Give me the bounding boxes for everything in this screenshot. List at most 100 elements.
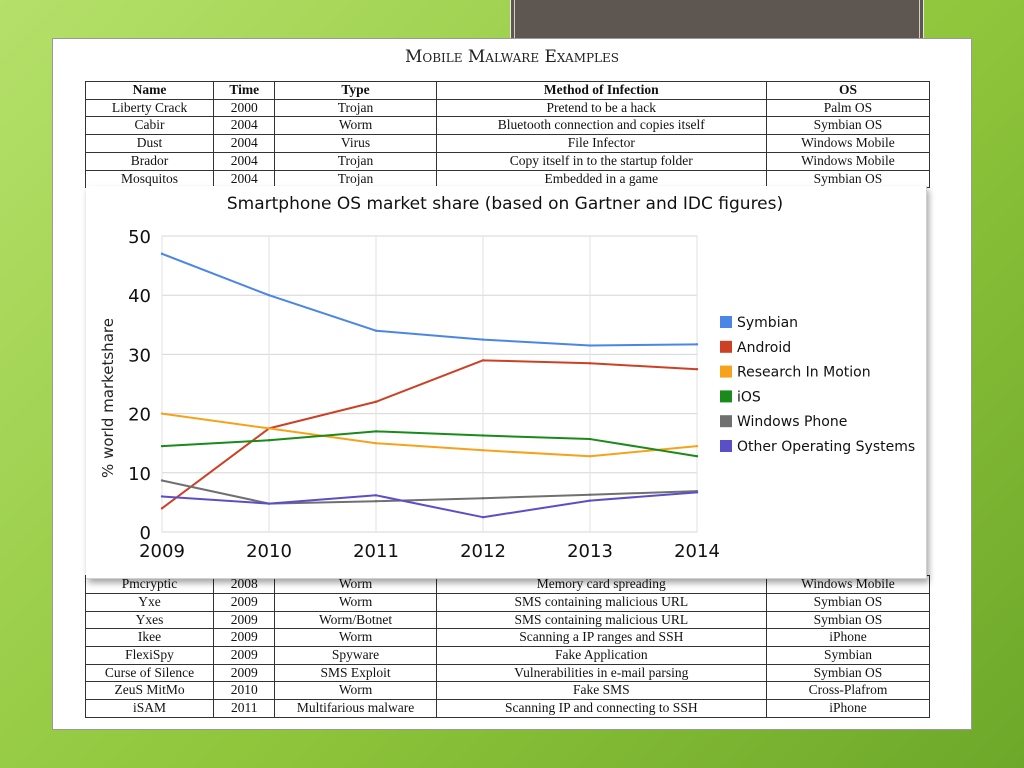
cell-method: Scanning a IP ranges and SSH — [435, 628, 767, 648]
y-tick-label: 30 — [128, 345, 151, 366]
data-point — [588, 455, 592, 458]
cell-name: FlexiSpy — [84, 646, 215, 665]
data-point — [374, 430, 378, 433]
data-point — [267, 439, 271, 442]
cell-os: Symbian OS — [765, 663, 931, 683]
data-point — [374, 400, 378, 403]
cell-os: Windows Mobile — [765, 134, 931, 153]
cell-method: Fake SMS — [435, 681, 767, 701]
y-tick-label: 40 — [128, 286, 151, 307]
cell-name: Yxes — [84, 610, 215, 630]
data-point — [374, 500, 378, 503]
table-row: Yxe 2009 Worm SMS containing malicious URL S… — [84, 592, 931, 612]
cell-type: Worm — [274, 116, 437, 136]
cell-time: 2009 — [213, 610, 276, 630]
table-row: Yxes 2009 Worm/Botnet SMS containing malici… — [84, 610, 931, 630]
table-row: Dust 2004 Virus File Infector Windows Mobile — [84, 134, 931, 153]
cell-time: 2004 — [213, 151, 276, 171]
cell-name: Liberty Crack — [84, 98, 215, 118]
data-point — [588, 493, 592, 496]
cell-type: Virus — [274, 134, 437, 153]
x-tick-label: 2013 — [567, 541, 613, 562]
cell-name: ZeuS MitMo — [84, 681, 215, 701]
data-point — [588, 344, 592, 347]
y-tick-label: 0 — [140, 523, 151, 544]
cell-type: Worm — [274, 628, 437, 648]
cell-method: Vulnerabilities in e-mail parsing — [435, 663, 767, 683]
cell-time: 2009 — [213, 663, 276, 683]
data-point — [588, 499, 592, 502]
data-point — [588, 437, 592, 441]
cell-time: 2009 — [213, 592, 276, 612]
cell-method: Pretend to be a hack — [435, 98, 767, 118]
cell-os: Palm OS — [765, 98, 931, 118]
cell-time: 2004 — [213, 116, 276, 136]
header-method: Method of Infection — [435, 81, 767, 100]
legend-swatch — [720, 440, 732, 452]
series-line-other-operating-systems — [161, 491, 698, 519]
cell-name: iSAM — [84, 699, 215, 718]
data-point — [695, 491, 699, 494]
data-point — [374, 329, 378, 332]
chart-title: Smartphone OS market share (based on Gar… — [227, 194, 783, 214]
cell-os: Symbian OS — [765, 592, 931, 612]
x-tick-label: 2010 — [246, 541, 292, 562]
header-type: Type — [274, 81, 437, 100]
cell-method: Fake Application — [435, 646, 767, 665]
top-decoration-box — [510, 0, 924, 44]
market-share-chart: Smartphone OS market share (based on Gar… — [86, 186, 927, 579]
cell-type: Spyware — [274, 646, 437, 665]
cell-method: Embedded in a game — [435, 169, 767, 189]
y-axis-label: % world marketshare — [99, 318, 117, 478]
legend-swatch — [720, 390, 732, 403]
plot-area — [161, 235, 698, 533]
cell-time: 2004 — [213, 169, 276, 189]
data-point — [695, 444, 699, 448]
cell-os: Symbian OS — [765, 610, 931, 630]
cell-os: iPhone — [765, 699, 931, 718]
cell-os: Symbian OS — [765, 116, 931, 136]
data-point — [267, 294, 271, 297]
cell-method: SMS containing malicious URL — [435, 610, 767, 630]
cell-os: Cross-Plafrom — [765, 681, 931, 701]
top-decoration-frame — [514, 0, 920, 40]
y-tick-label: 10 — [128, 464, 151, 485]
header-time: Time — [213, 81, 276, 100]
data-point — [481, 516, 485, 519]
legend-swatch — [720, 415, 732, 428]
data-point — [374, 494, 378, 497]
data-point — [267, 502, 271, 505]
header-os: OS — [765, 81, 931, 100]
cell-time: 2010 — [213, 681, 276, 701]
cell-name: Ikee — [84, 628, 215, 648]
table-row: Mosquitos 2004 Trojan Embedded in a game Sym… — [84, 169, 931, 189]
cell-type: Multifarious malware — [274, 699, 437, 718]
legend-label: Windows Phone — [737, 414, 847, 430]
cell-type: SMS Exploit — [274, 663, 437, 683]
table-header-row: Name Time Type Method of Infection OS — [84, 81, 931, 100]
cell-name: Yxe — [84, 592, 215, 612]
cell-type: Trojan — [274, 151, 437, 171]
x-tick-label: 2011 — [353, 541, 399, 562]
table-row: FlexiSpy 2009 Spyware Fake Application Symbi… — [84, 646, 931, 665]
x-tick-label: 2014 — [674, 541, 720, 562]
legend-label: Symbian — [737, 315, 798, 331]
table-row: Brador 2004 Trojan Copy itself in to the st… — [84, 151, 931, 171]
table-row: Liberty Crack 2000 Trojan Pretend to be a h… — [84, 98, 931, 118]
table-row: Ikee 2009 Worm Scanning a IP ranges and SSH… — [84, 628, 931, 648]
x-tick-label: 2009 — [139, 541, 185, 562]
cell-method: File Infector — [435, 134, 767, 153]
table-row: iSAM 2011 Multifarious malware Scanning IP … — [84, 699, 931, 718]
cell-os: Symbian — [765, 646, 931, 665]
legend-label: Other Operating Systems — [737, 439, 915, 455]
cell-method: Scanning IP and connecting to SSH — [435, 699, 767, 718]
data-point — [160, 495, 164, 498]
table-title: Mobile Malware Examples — [404, 47, 620, 67]
header-name: Name — [84, 81, 215, 100]
cell-time: 2004 — [213, 134, 276, 153]
legend-label: iOS — [737, 389, 761, 405]
x-tick-label: 2012 — [460, 541, 506, 562]
cell-method: Copy itself in to the startup folder — [435, 151, 767, 171]
series-line-windows-phone — [161, 479, 698, 505]
data-point — [481, 449, 485, 452]
